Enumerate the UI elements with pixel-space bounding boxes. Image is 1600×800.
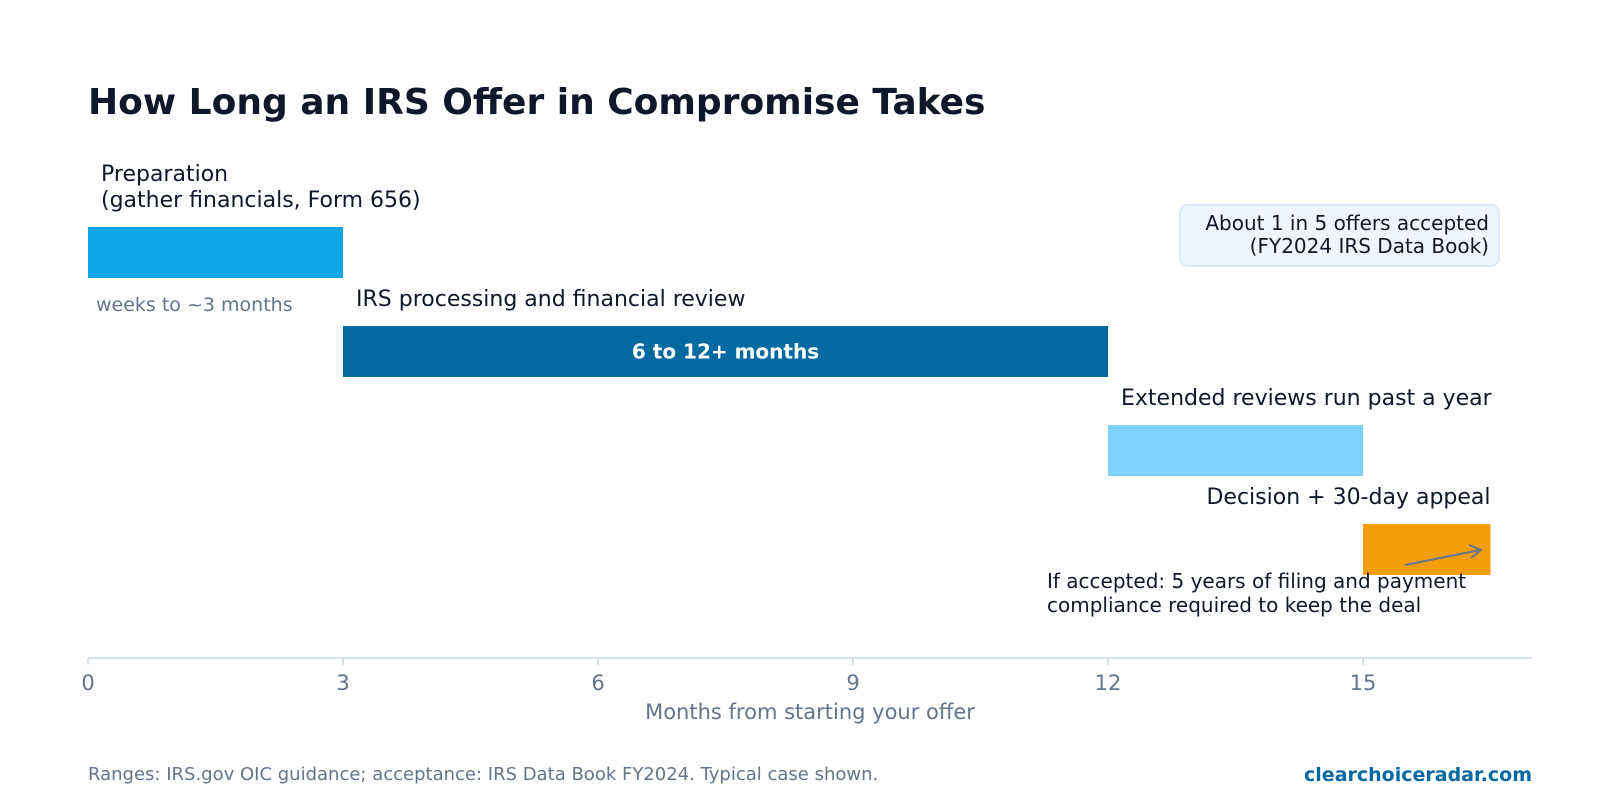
task-row-4: Decision + 30-day appeal xyxy=(1206,485,1491,575)
task-row-1: Preparation(gather financials, Form 656)… xyxy=(88,162,421,316)
callout-line-2: (FY2024 IRS Data Book) xyxy=(1250,234,1489,258)
arrow-icon xyxy=(1404,549,1481,566)
x-tick-label-6: 6 xyxy=(591,671,604,695)
x-axis-title: Months from starting your offer xyxy=(645,700,975,724)
x-axis: 0 3 6 9 12 15 xyxy=(81,657,1532,695)
x-tick-label-3: 3 xyxy=(336,671,349,695)
x-tick-label-15: 15 xyxy=(1350,671,1377,695)
callout-line-1: About 1 in 5 offers accepted xyxy=(1205,211,1489,235)
arrowhead-icon xyxy=(1468,544,1483,559)
acceptance-callout: About 1 in 5 offers accepted(FY2024 IRS … xyxy=(1179,204,1500,267)
task-label-2-line-1: IRS processing and financial review xyxy=(356,287,745,312)
task-bar-1 xyxy=(88,227,343,278)
footer-source: Ranges: IRS.gov OIC guidance; acceptance… xyxy=(88,764,878,785)
timeline-bars: Preparation(gather financials, Form 656)… xyxy=(88,162,1493,575)
task-label-4-line-1: Decision + 30-day appeal xyxy=(1206,485,1490,510)
annotation-line-2: compliance required to keep the deal xyxy=(1047,593,1421,617)
annotation-line-1: If accepted: 5 years of filing and payme… xyxy=(1047,569,1466,593)
task-bar-2 xyxy=(343,326,1108,377)
x-tick-label-12: 12 xyxy=(1095,671,1122,695)
task-bar-3 xyxy=(1108,425,1363,476)
task-label-3-line-1: Extended reviews run past a year xyxy=(1121,386,1493,411)
task-row-3: Extended reviews run past a year xyxy=(1108,386,1493,476)
x-tick-label-0: 0 xyxy=(81,671,94,695)
task-label-1-line-1: Preparation xyxy=(101,162,228,187)
task-sublabel-1: weeks to ~3 months xyxy=(96,294,293,316)
task-bar-text-2: 6 to 12+ months xyxy=(632,340,819,364)
task-bar-4 xyxy=(1363,524,1491,575)
footer-brand: clearchoiceradar.com xyxy=(1304,764,1532,786)
chart-title: How Long an IRS Offer in Compromise Take… xyxy=(88,82,985,123)
task-label-1-line-2: (gather financials, Form 656) xyxy=(101,188,421,213)
x-tick-label-9: 9 xyxy=(846,671,859,695)
task-row-2: IRS processing and financial review 6 to … xyxy=(343,287,1108,377)
callout-box xyxy=(1179,204,1500,267)
compliance-annotation: If accepted: 5 years of filing and payme… xyxy=(1047,544,1483,617)
